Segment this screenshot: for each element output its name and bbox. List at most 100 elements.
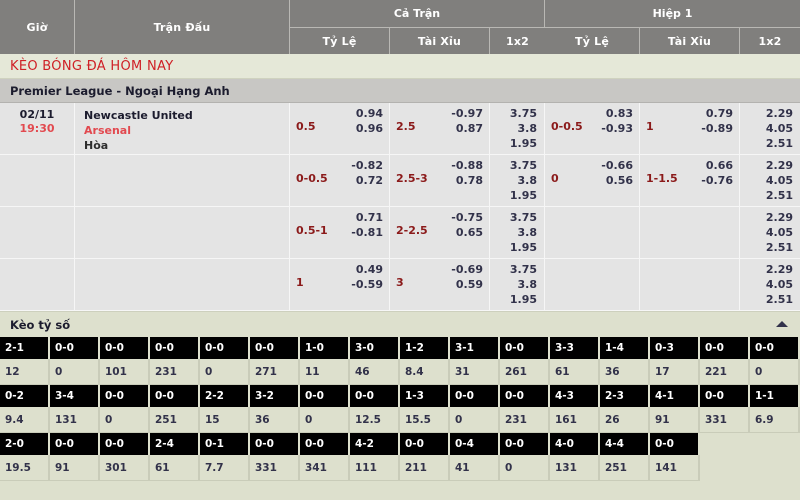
handicap-line[interactable]: 3	[396, 276, 404, 289]
score-label-cell[interactable]: 0-0	[100, 385, 150, 407]
score-odds-value-cell[interactable]: 261	[500, 359, 550, 385]
handicap-line[interactable]: 1	[646, 120, 654, 133]
score-label-cell[interactable]: 4-4	[600, 433, 650, 455]
odds-value[interactable]: 0.96	[355, 122, 383, 135]
first-half-handicap-cell[interactable]: 0-0.5 0.83 -0.93	[545, 103, 640, 155]
handicap-line[interactable]: 0.5-1	[296, 224, 328, 237]
odds-value[interactable]: 0.94	[355, 107, 383, 120]
score-odds-value-cell[interactable]: 12	[0, 359, 50, 385]
score-label-cell[interactable]: 0-0	[300, 385, 350, 407]
handicap-line[interactable]: 0	[551, 172, 559, 185]
score-label-cell[interactable]: 0-4	[450, 433, 500, 455]
odds-value[interactable]: 0.72	[355, 174, 383, 187]
first-half-handicap-cell[interactable]	[545, 259, 640, 311]
odds-value[interactable]: 1.95	[509, 293, 537, 306]
odds-value[interactable]: 2.29	[765, 211, 793, 224]
score-label-cell[interactable]: 3-3	[550, 337, 600, 359]
full-match-handicap-cell[interactable]: 0.5 0.94 0.96	[290, 103, 390, 155]
score-odds-value-cell[interactable]: 41	[450, 455, 500, 481]
score-odds-value-cell[interactable]: 251	[600, 455, 650, 481]
score-label-cell[interactable]: 0-0	[700, 337, 750, 359]
odds-value[interactable]: 0.71	[355, 211, 383, 224]
odds-value[interactable]: 2.29	[765, 263, 793, 276]
odds-value[interactable]: -0.75	[451, 211, 483, 224]
handicap-line[interactable]: 1	[296, 276, 304, 289]
score-odds-value-cell[interactable]: 15.5	[400, 407, 450, 433]
odds-value[interactable]: 4.05	[765, 174, 793, 187]
full-match-over-under-cell[interactable]: 2-2.5 -0.75 0.65	[390, 207, 490, 259]
score-odds-value-cell[interactable]: 36	[250, 407, 300, 433]
header-sub-tai-xiu-half[interactable]: Tài Xỉu	[640, 28, 740, 54]
score-odds-value-cell[interactable]: 46	[350, 359, 400, 385]
score-odds-value-cell[interactable]: 91	[650, 407, 700, 433]
handicap-line[interactable]: 0.5	[296, 120, 316, 133]
odds-value[interactable]: 0.87	[455, 122, 483, 135]
score-label-cell[interactable]: 2-2	[200, 385, 250, 407]
odds-value[interactable]: -0.82	[351, 159, 383, 172]
score-label-cell[interactable]: 3-1	[450, 337, 500, 359]
odds-value[interactable]: 0.78	[455, 174, 483, 187]
score-label-cell[interactable]: 3-0	[350, 337, 400, 359]
odds-value[interactable]: -0.59	[351, 278, 383, 291]
odds-value[interactable]: -0.89	[701, 122, 733, 135]
odds-value[interactable]: 0.49	[355, 263, 383, 276]
odds-value[interactable]: 1.95	[509, 189, 537, 202]
score-odds-value-cell[interactable]: 0	[50, 359, 100, 385]
header-sub-ty-le-half[interactable]: Tỷ Lệ	[545, 28, 640, 54]
handicap-line[interactable]: 2.5	[396, 120, 416, 133]
full-match-1x2-cell[interactable]: 3.75 3.8 1.95	[490, 207, 545, 259]
odds-value[interactable]: 3.75	[509, 263, 537, 276]
odds-value[interactable]: 2.29	[765, 107, 793, 120]
first-half-handicap-cell[interactable]: 0 -0.66 0.56	[545, 155, 640, 207]
score-label-cell[interactable]: 2-1	[0, 337, 50, 359]
league-header-row[interactable]: Premier League - Ngoại Hạng Anh	[0, 79, 800, 103]
score-odds-value-cell[interactable]: 0	[100, 407, 150, 433]
score-label-cell[interactable]: 1-4	[600, 337, 650, 359]
odds-value[interactable]: -0.69	[451, 263, 483, 276]
score-odds-value-cell[interactable]: 8.4	[400, 359, 450, 385]
first-half-1x2-cell[interactable]: 2.29 4.05 2.51	[740, 259, 800, 311]
score-label-cell[interactable]: 0-0	[650, 433, 700, 455]
odds-value[interactable]: 0.66	[705, 159, 733, 172]
score-odds-value-cell[interactable]: 15	[200, 407, 250, 433]
score-label-cell[interactable]: 4-0	[550, 433, 600, 455]
triangle-up-icon[interactable]	[776, 321, 788, 327]
first-half-over-under-cell[interactable]: 1-1.5 0.66 -0.76	[640, 155, 740, 207]
score-odds-value-cell[interactable]: 341	[300, 455, 350, 481]
score-label-cell[interactable]: 0-0	[400, 433, 450, 455]
score-label-cell[interactable]: 4-2	[350, 433, 400, 455]
score-odds-value-cell[interactable]: 331	[250, 455, 300, 481]
score-label-cell[interactable]: 0-0	[200, 337, 250, 359]
odds-value[interactable]: -0.88	[451, 159, 483, 172]
score-label-cell[interactable]: 2-0	[0, 433, 50, 455]
score-odds-value-cell[interactable]: 161	[550, 407, 600, 433]
score-label-cell[interactable]: 3-4	[50, 385, 100, 407]
score-label-cell[interactable]: 0-3	[650, 337, 700, 359]
odds-value[interactable]: -0.93	[601, 122, 633, 135]
score-odds-value-cell[interactable]: 0	[450, 407, 500, 433]
odds-value[interactable]: -0.76	[701, 174, 733, 187]
odds-value[interactable]: 0.83	[605, 107, 633, 120]
score-label-cell[interactable]: 4-3	[550, 385, 600, 407]
header-col-tran-dau[interactable]: Trận Đấu	[75, 0, 290, 54]
odds-value[interactable]: 3.75	[509, 107, 537, 120]
score-odds-value-cell[interactable]: 111	[350, 455, 400, 481]
odds-value[interactable]: 3.8	[517, 174, 538, 187]
score-odds-value-cell[interactable]: 101	[100, 359, 150, 385]
score-label-cell[interactable]: 0-0	[350, 385, 400, 407]
odds-value[interactable]: 2.51	[765, 137, 793, 150]
score-odds-value-cell[interactable]: 0	[200, 359, 250, 385]
score-odds-value-cell[interactable]: 0	[500, 455, 550, 481]
header-sub-1x2-half[interactable]: 1x2	[758, 34, 782, 48]
score-odds-value-cell[interactable]: 7.7	[200, 455, 250, 481]
full-match-1x2-cell[interactable]: 3.75 3.8 1.95	[490, 103, 545, 155]
score-label-cell[interactable]: 0-0	[300, 433, 350, 455]
score-odds-value-cell[interactable]: 0	[750, 359, 800, 385]
odds-value[interactable]: 0.79	[705, 107, 733, 120]
score-odds-value-cell[interactable]: 61	[550, 359, 600, 385]
score-label-cell[interactable]: 1-2	[400, 337, 450, 359]
score-label-cell[interactable]: 0-0	[100, 433, 150, 455]
score-odds-value-cell[interactable]: 271	[250, 359, 300, 385]
odds-value[interactable]: 4.05	[765, 122, 793, 135]
score-odds-value-cell[interactable]: 36	[600, 359, 650, 385]
